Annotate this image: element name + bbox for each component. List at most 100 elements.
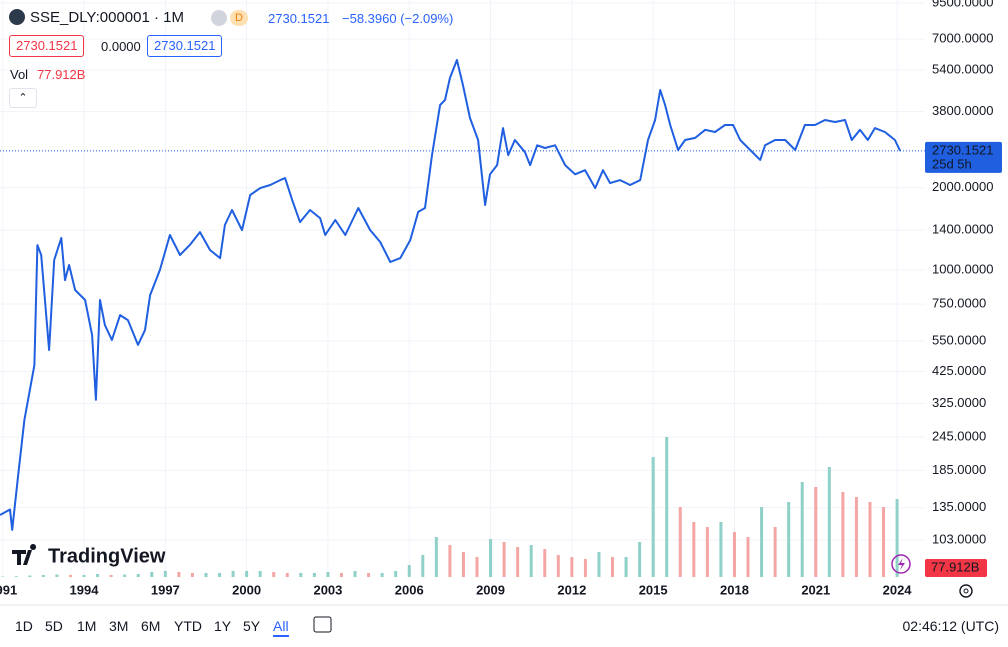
x-tick-label: 2009 [476,582,505,597]
volume-bar [529,545,533,577]
volume-bar [800,482,804,577]
volume-tag-label: 77.912B [931,559,979,574]
volume-bar [583,559,587,577]
volume-bar [28,575,32,577]
volume-bar [353,571,357,577]
symbol-icon [9,9,25,25]
collapse-button[interactable]: ⌃ [9,88,37,108]
volume-legend-value: 77.912B [37,67,86,82]
volume-bar [760,507,764,577]
volume-bar [1,576,5,577]
volume-bar [556,555,560,577]
volume-bar [41,575,45,577]
clock[interactable]: 02:46:12 (UTC) [902,618,999,634]
y-tick-label: 245.0000 [932,428,986,443]
y-tick-label: 750.0000 [932,296,986,311]
y-tick-label: 550.0000 [932,332,986,347]
volume-bar [638,542,642,577]
flash-bolt [898,558,905,570]
volume-bar [719,522,723,577]
volume-bar [299,573,303,577]
range-button[interactable]: YTD [174,618,202,634]
x-tick-label: 2000 [232,582,261,597]
y-tick-label: 9500.0000 [932,0,993,9]
x-tick-label: 1997 [151,582,180,597]
volume-bar [502,542,506,577]
volume-bar [339,573,343,577]
price: 2730.1521 [268,11,330,26]
volume-bar [258,571,262,577]
volume-bar [190,573,194,577]
volume-bar [475,557,479,577]
volume-bar [394,571,398,577]
volume-bar [448,545,452,577]
range-button[interactable]: 3M [109,618,129,634]
buy-box[interactable]: 2730.1521 [147,35,223,57]
x-tick-label: 1994 [70,582,100,597]
volume-bar [163,571,167,577]
volume-bar [285,573,289,577]
volume-bar [136,574,140,577]
flash-icon[interactable] [891,554,911,574]
volume-bar [434,537,438,577]
volume-bar [895,499,899,577]
logo-text: TradingView [48,545,166,567]
volume-tag [925,559,987,577]
volume-bar [177,572,181,577]
x-tick-label: 2006 [395,582,424,597]
countdown: 25d 5h [932,156,972,171]
y-tick-label: 5400.0000 [932,61,993,76]
settings-icon[interactable] [959,584,973,598]
volume-bar [570,557,574,577]
y-tick-label: 7000.0000 [932,31,993,46]
range-button[interactable]: 5D [45,618,63,634]
range-button[interactable]: 1Y [214,618,232,634]
volume-bar [367,573,371,577]
volume-bar [312,573,316,577]
volume-bar [651,457,655,577]
volume-bar [272,572,276,577]
volume-bar [218,573,222,577]
x-tick-label: 1991 [0,582,17,597]
range-button[interactable]: 1D [15,618,33,634]
y-tick-label: 425.0000 [932,363,986,378]
volume-legend-name: Vol [10,67,29,82]
y-tick-label: 135.0000 [932,499,986,514]
volume-bar [841,492,845,577]
x-tick-label: 2021 [801,582,830,597]
y-tick-label: 3800.0000 [932,103,993,118]
price-line [0,59,902,531]
volume-bar [123,574,127,577]
range-button[interactable]: 6M [141,618,161,634]
badge: D [230,10,248,26]
volume-bar [678,507,682,577]
volume-bar [732,532,736,577]
symbol[interactable]: SSE_DLY:000001 · 1M [30,9,184,26]
volume-bar [597,552,601,577]
watermark: TradingView [12,544,166,567]
change: −58.3960 (−2.09%) [342,11,454,26]
volume-bar [326,572,330,577]
volume-bar [543,549,547,577]
volume-bar [814,487,818,577]
range-button[interactable]: 1M [77,618,97,634]
volume-bar [746,537,750,577]
date-range-icon[interactable] [313,616,332,633]
volume-bar [461,552,465,577]
x-tick-label: 2003 [313,582,342,597]
sell-box[interactable]: 2730.1521 [9,35,85,57]
last-price-tag [925,141,1002,173]
spread: 0.0000 [101,39,141,54]
volume-bar [516,547,520,577]
y-tick-label: 325.0000 [932,395,986,410]
y-tick-label: 1400.0000 [932,222,993,237]
volume-bar [14,576,18,577]
range-button[interactable]: All [273,618,289,637]
volume-bar [827,467,831,577]
range-button[interactable]: 5Y [243,618,261,634]
volume-bar [665,437,669,577]
volume-bar [245,571,249,577]
